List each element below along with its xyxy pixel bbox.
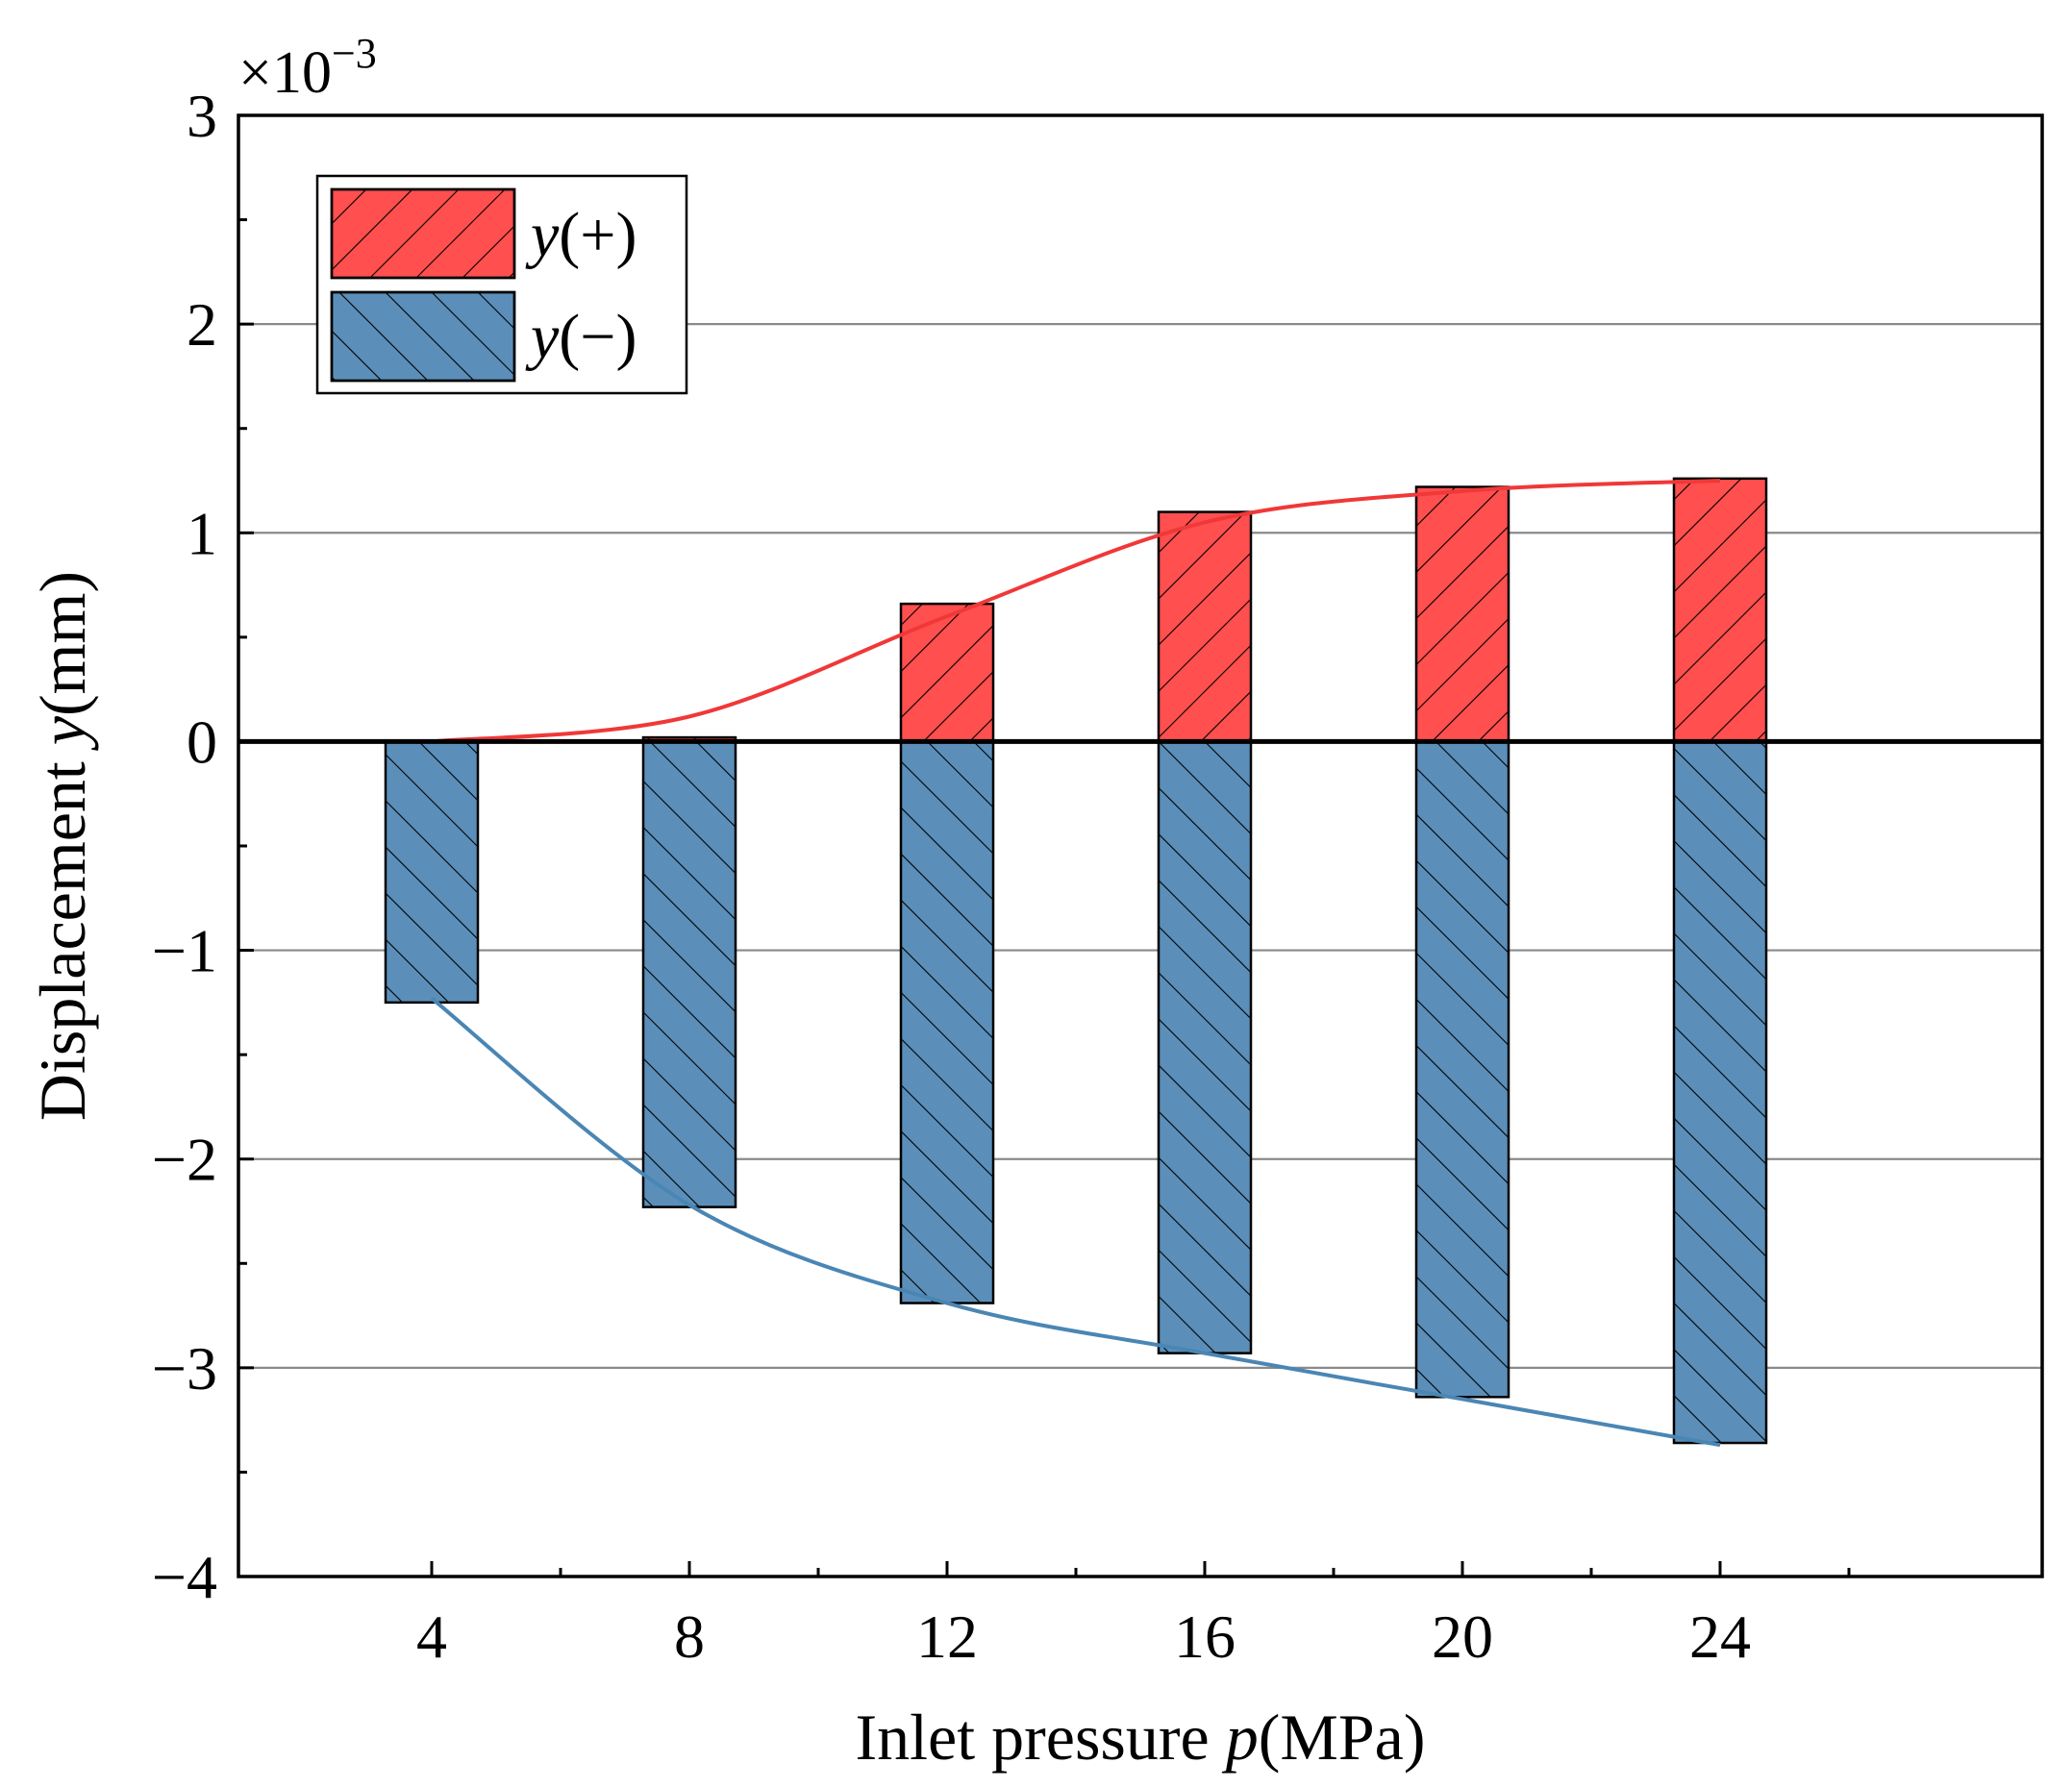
legend-label-negative: y(−): [525, 302, 637, 372]
x-tick-label: 8: [674, 1602, 705, 1671]
y-tick-label: 1: [187, 499, 217, 567]
bar-positive-hatch: [899, 602, 995, 743]
x-tick-label: 16: [1174, 1602, 1236, 1671]
trend-line-negative: [430, 996, 1721, 1448]
bar-positive-hatch: [1157, 510, 1253, 743]
legend-item-positive: y(+): [330, 187, 637, 280]
bars-layer: [384, 477, 1768, 1445]
bar-negative-hatch: [1414, 740, 1510, 1399]
x-axis-title: Inlet pressure p(MPa): [856, 1701, 1426, 1774]
y-tick-label: 0: [187, 708, 217, 776]
y-axis-title: Displacement y(mm): [26, 571, 99, 1121]
legend-swatch-negative-hatch: [330, 290, 516, 383]
legend-label-negative-var: y: [525, 302, 560, 372]
y-tick-label: −2: [152, 1126, 217, 1194]
y-axis-multiplier-base: ×10: [238, 40, 332, 106]
bar-negative-hatch: [1157, 740, 1253, 1354]
legend: y(+) y(−): [315, 174, 688, 395]
trend-lines-layer: [430, 479, 1721, 1448]
y-axis-multiplier-exp: −3: [332, 30, 377, 77]
axis-ticks: 3 2 1 0 −1 −2 −3 −4 4 8 12 16 20 24: [152, 82, 1851, 1671]
x-axis-title-pre: Inlet pressure: [856, 1701, 1226, 1774]
y-tick-label: −3: [152, 1334, 217, 1403]
legend-label-positive-sign: (+): [559, 200, 637, 270]
y-axis-multiplier: ×10−3: [238, 30, 377, 106]
y-tick-label: −4: [152, 1543, 217, 1611]
bar-positive-hatch: [1672, 477, 1768, 743]
x-tick-label: 12: [916, 1602, 978, 1671]
legend-swatch-positive-hatch: [330, 187, 516, 280]
y-tick-label: 2: [187, 290, 217, 359]
legend-label-positive: y(+): [525, 200, 637, 270]
y-axis-title-post: (mm): [26, 571, 99, 716]
bar-negative-hatch: [384, 740, 480, 1005]
bar-negative-hatch: [1672, 740, 1768, 1445]
bar-negative-hatch: [899, 740, 995, 1304]
x-tick-label: 24: [1689, 1602, 1751, 1671]
y-tick-label: 3: [187, 82, 217, 150]
x-tick-label: 20: [1432, 1602, 1493, 1671]
y-tick-label: −1: [152, 917, 217, 985]
bar-negative-hatch: [641, 740, 737, 1208]
x-tick-label: 4: [416, 1602, 447, 1671]
bar-positive-hatch: [1414, 485, 1510, 743]
x-axis-title-post: (MPa): [1259, 1701, 1426, 1774]
legend-label-negative-sign: (−): [559, 302, 637, 372]
trend-line-positive: [431, 479, 1721, 744]
x-axis-title-var: p: [1222, 1701, 1259, 1774]
y-axis-title-var: y: [26, 715, 99, 751]
y-axis-title-pre: Displacement: [26, 745, 99, 1121]
legend-item-negative: y(−): [330, 290, 637, 383]
legend-label-positive-var: y: [525, 200, 560, 270]
